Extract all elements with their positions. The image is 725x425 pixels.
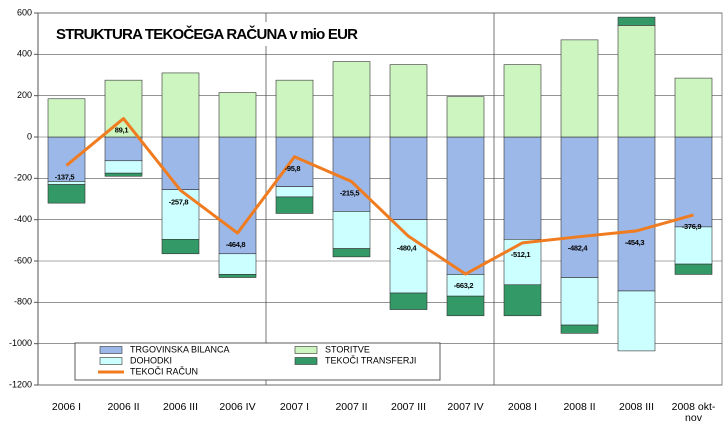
bar-segment [617, 16, 656, 26]
legend-label: STORITVE [325, 344, 370, 354]
bar-segment [617, 25, 656, 138]
plot-area [37, 12, 723, 386]
y-tick-label: -800 [14, 297, 32, 307]
bar-segment [161, 72, 200, 138]
x-tick-label: 2006 II [107, 401, 139, 413]
bar-segment [47, 184, 86, 204]
legend-box [74, 342, 441, 381]
legend-label: DOHODKI [130, 355, 172, 365]
data-label: -663,2 [454, 281, 474, 290]
x-tick-label: 2007 III [391, 401, 426, 413]
x-tick-label: 2007 II [335, 401, 367, 413]
bar-segment [275, 186, 314, 198]
bar-segment [617, 290, 656, 352]
bar-segment [389, 136, 428, 220]
bar-segment [218, 253, 257, 275]
bar-segment [218, 136, 257, 255]
bar-segment [47, 136, 86, 182]
bar-segment [332, 136, 371, 212]
bar-segment [560, 39, 599, 138]
x-tick-label: 2008 III [619, 401, 654, 413]
bar-segment [47, 98, 86, 138]
x-tick-label: 2006 IV [219, 401, 255, 413]
bar-segment [560, 324, 599, 334]
y-tick-label: -400 [14, 214, 32, 224]
bar-segment [503, 239, 542, 286]
legend-swatch [294, 346, 318, 354]
x-tick-label: 2006 III [163, 401, 198, 413]
legend-swatch [99, 346, 123, 354]
x-tick-label: 2007 I [280, 401, 309, 413]
legend-swatch [294, 357, 318, 365]
bar-segment [161, 239, 200, 255]
bar-segment [104, 136, 143, 162]
bar-segment [218, 274, 257, 278]
data-label: -137,5 [55, 172, 75, 181]
data-label: -215,5 [340, 189, 360, 198]
bar-segment [503, 64, 542, 138]
bar-segment [389, 64, 428, 138]
legend-label: TEKOČI TRANSFERJI [325, 355, 416, 365]
bar-segment [560, 136, 599, 278]
bar-segment [389, 292, 428, 310]
bar-segment [503, 284, 542, 317]
bar-segment [275, 196, 314, 214]
bar-segment [275, 79, 314, 138]
bar-segment [161, 136, 200, 191]
line [65, 117, 694, 276]
data-label: -376,9 [682, 222, 702, 231]
x-tick-label: 2006 I [52, 401, 81, 413]
bar-segment [617, 136, 656, 292]
bar-segment [560, 277, 599, 326]
x-tick-label: 2008 I [508, 401, 537, 413]
bar-segment [446, 295, 485, 317]
data-label: -95,8 [285, 164, 301, 173]
y-tick-label: 600 [17, 7, 32, 17]
bar-segment [674, 226, 713, 265]
y-tick-label: -1000 [9, 338, 32, 348]
bar-segment [332, 248, 371, 258]
bar-segment [47, 181, 86, 185]
x-tick-label: 2008 II [563, 401, 595, 413]
bar-segment [503, 136, 542, 240]
bar-segment [218, 92, 257, 138]
legend: TRGOVINSKA BILANCADOHODKISTORITVETEKOČI … [74, 342, 441, 381]
bar-segment [674, 77, 713, 138]
bar-segment [674, 136, 713, 228]
data-label: 89,1 [115, 126, 129, 135]
y-tick-label: -200 [14, 173, 32, 183]
data-label: -480,4 [397, 243, 418, 252]
data-label: -482,4 [568, 244, 589, 253]
bar-segment [332, 211, 371, 249]
data-label: -464,8 [226, 240, 246, 249]
data-label: -454,3 [625, 238, 645, 247]
bar-segment [674, 263, 713, 275]
legend-swatch [99, 357, 123, 365]
title-bg [52, 22, 422, 46]
data-label: -257,8 [169, 197, 189, 206]
y-tick-label: 200 [17, 90, 32, 100]
chart-title: STRUKTURA TEKOČEGA RAČUNA v mio EUR [56, 25, 358, 43]
y-tick-label: -600 [14, 255, 32, 265]
x-tick-label: 2007 IV [447, 401, 483, 413]
y-tick-label: -1200 [9, 379, 32, 389]
legend-label: TRGOVINSKA BILANCA [130, 344, 230, 354]
y-tick-label: 0 [27, 131, 32, 141]
bar-segment [446, 136, 485, 275]
bar-segment [389, 219, 428, 294]
y-tick-label: 400 [17, 49, 32, 59]
bar-segment [104, 172, 143, 177]
legend-label: TEKOČI RAČUN [130, 366, 198, 376]
bar-segment [104, 160, 143, 174]
data-label: -512,1 [511, 250, 531, 259]
bar-segment [446, 96, 485, 138]
x-tick-label: 2008 okt-nov [672, 401, 716, 424]
bar-segment [332, 61, 371, 138]
